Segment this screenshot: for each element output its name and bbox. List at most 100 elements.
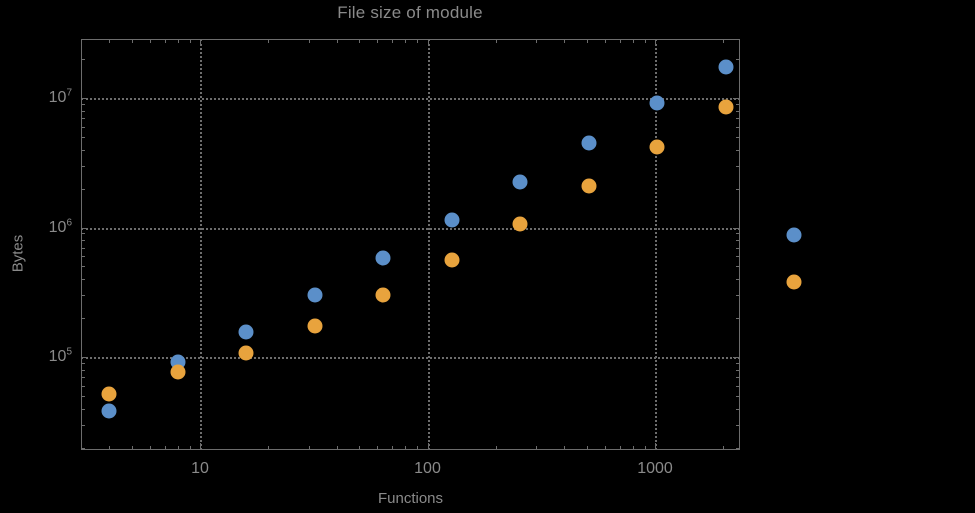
y-axis-minor-tick [81, 395, 85, 397]
y-axis-minor-tick [81, 256, 85, 258]
data-point-blue [512, 174, 528, 190]
x-axis-minor-tick [564, 39, 566, 43]
y-axis-minor-tick [736, 103, 740, 105]
data-point-orange [307, 318, 323, 334]
y-axis-minor-tick [81, 59, 85, 61]
x-axis-minor-tick [644, 39, 646, 43]
y-axis-tick [733, 98, 740, 99]
x-axis-minor-tick [604, 446, 606, 450]
x-axis-tick [200, 39, 201, 46]
x-tick-label: 1000 [637, 460, 673, 477]
y-axis-minor-tick [81, 240, 85, 242]
y-axis-tick [81, 357, 88, 358]
x-axis-minor-tick [359, 446, 361, 450]
x-axis-minor-tick [131, 39, 133, 43]
y-tick-label: 106 [48, 217, 72, 236]
x-axis-minor-tick [723, 39, 725, 43]
y-axis-minor-tick [736, 424, 740, 426]
y-axis-minor-tick [736, 118, 740, 120]
x-axis-minor-tick [619, 39, 621, 43]
y-axis-minor-tick [736, 136, 740, 138]
y-axis-minor-tick [736, 247, 740, 249]
data-point-orange [444, 252, 460, 268]
x-axis-minor-tick [109, 39, 111, 43]
y-axis-minor-tick [736, 362, 740, 364]
x-axis-minor-tick [619, 446, 621, 450]
x-axis-minor-tick [632, 446, 634, 450]
y-axis-minor-tick [736, 385, 740, 387]
x-axis-tick [200, 443, 201, 450]
data-point-blue [786, 227, 802, 243]
y-axis-minor-tick [81, 369, 85, 371]
data-point-blue [238, 324, 254, 340]
x-axis-minor-tick [131, 446, 133, 450]
x-axis-minor-tick [377, 446, 379, 450]
x-axis-tick [427, 39, 429, 46]
y-axis-minor-tick [736, 240, 740, 242]
gridline-horizontal [81, 357, 740, 359]
data-point-orange [786, 274, 802, 290]
x-axis-minor-tick [564, 446, 566, 450]
x-axis-minor-tick [417, 39, 419, 43]
y-axis-minor-tick [736, 447, 740, 449]
y-axis-minor-tick [81, 266, 85, 268]
x-axis-minor-tick [632, 39, 634, 43]
x-axis-minor-tick [164, 39, 166, 43]
data-point-blue [101, 403, 117, 419]
data-point-blue [444, 212, 460, 228]
y-axis-minor-tick [81, 295, 85, 297]
x-axis-minor-tick [392, 39, 394, 43]
gridline-horizontal [81, 227, 740, 230]
x-axis-minor-tick [164, 446, 166, 450]
x-axis-minor-tick [604, 39, 606, 43]
x-axis-minor-tick [359, 39, 361, 43]
x-axis-minor-tick [109, 446, 111, 450]
data-point-orange [101, 386, 117, 402]
y-tick-label: 107 [48, 87, 72, 106]
data-point-orange [238, 345, 254, 361]
y-axis-minor-tick [81, 447, 85, 449]
y-axis-minor-tick [81, 318, 85, 320]
y-axis-minor-tick [81, 233, 85, 235]
x-tick-label: 100 [414, 460, 441, 477]
y-axis-minor-tick [736, 279, 740, 281]
x-axis-minor-tick [392, 446, 394, 450]
y-axis-minor-tick [736, 395, 740, 397]
y-axis-minor-tick [736, 233, 740, 235]
y-axis-minor-tick [736, 59, 740, 61]
data-point-blue [649, 95, 665, 111]
x-axis-tick [655, 443, 656, 450]
data-point-orange [649, 139, 665, 155]
y-axis-minor-tick [736, 126, 740, 128]
plot-frame [81, 39, 740, 450]
y-axis-minor-tick [81, 165, 85, 167]
y-axis-minor-tick [81, 136, 85, 138]
y-axis-minor-tick [736, 165, 740, 167]
x-axis-minor-tick [644, 446, 646, 450]
y-axis-minor-tick [81, 103, 85, 105]
y-axis-minor-tick [81, 279, 85, 281]
x-axis-minor-tick [495, 446, 497, 450]
x-axis-minor-tick [405, 39, 407, 43]
y-axis-minor-tick [736, 256, 740, 258]
data-point-blue [307, 287, 323, 303]
gridline-horizontal [81, 98, 740, 100]
x-axis-minor-tick [177, 39, 179, 43]
gridline-vertical [427, 39, 430, 450]
y-axis-minor-tick [736, 188, 740, 190]
y-axis-minor-tick [81, 188, 85, 190]
y-axis-minor-tick [81, 118, 85, 120]
x-tick-label: 10 [191, 460, 209, 477]
data-point-blue [375, 250, 391, 266]
plot-area [81, 39, 740, 450]
y-axis-minor-tick [81, 377, 85, 379]
data-point-orange [512, 216, 528, 232]
x-axis-minor-tick [308, 39, 310, 43]
y-axis-minor-tick [736, 369, 740, 371]
x-axis-minor-tick [495, 39, 497, 43]
y-tick-label: 105 [48, 346, 72, 365]
gridline-vertical [655, 39, 657, 450]
y-axis-minor-tick [736, 149, 740, 151]
x-axis-minor-tick [336, 39, 338, 43]
